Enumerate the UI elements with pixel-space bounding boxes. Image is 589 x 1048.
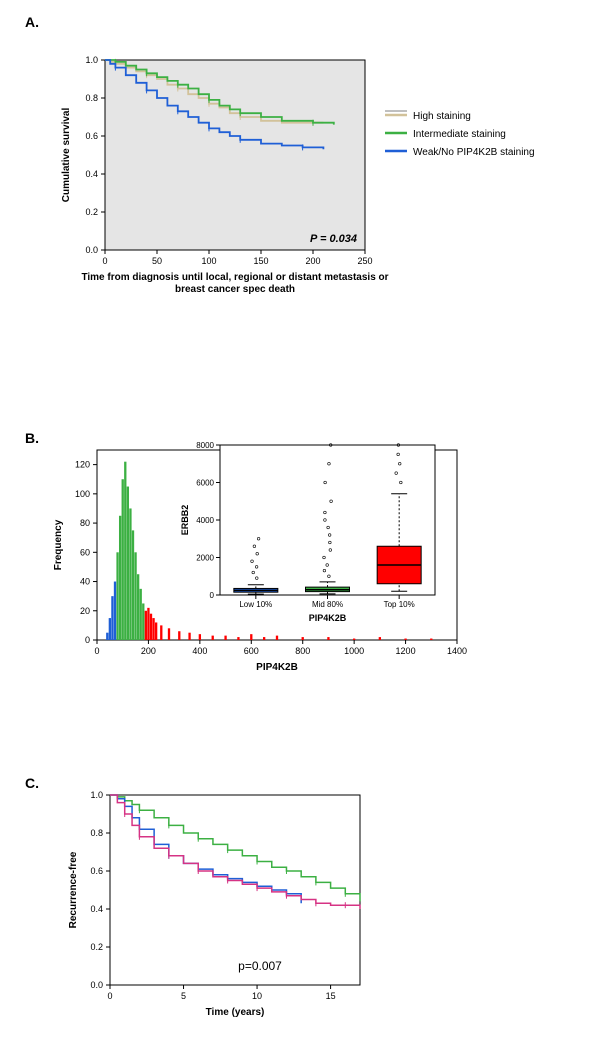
svg-text:0.8: 0.8 [90, 828, 103, 838]
figure-container: A. 0.00.20.40.60.81.0050100150200250Cumu… [0, 0, 589, 1048]
svg-text:ERBB2: ERBB2 [180, 505, 190, 536]
svg-text:200: 200 [141, 646, 156, 656]
svg-text:breast cancer spec death: breast cancer spec death [175, 284, 295, 295]
svg-text:60: 60 [80, 547, 90, 557]
svg-text:0.0: 0.0 [85, 245, 98, 255]
svg-text:Time (years): Time (years) [206, 1007, 265, 1018]
svg-text:0: 0 [94, 646, 99, 656]
svg-text:Frequency: Frequency [53, 519, 64, 570]
svg-text:600: 600 [244, 646, 259, 656]
svg-text:1400: 1400 [447, 646, 467, 656]
svg-text:0.4: 0.4 [85, 169, 98, 179]
svg-text:50: 50 [152, 256, 162, 266]
svg-text:PIP4K2B: PIP4K2B [256, 662, 298, 673]
svg-text:5: 5 [181, 991, 186, 1001]
svg-text:0.4: 0.4 [90, 904, 103, 914]
svg-text:20: 20 [80, 606, 90, 616]
svg-text:0: 0 [102, 256, 107, 266]
svg-text:6000: 6000 [196, 479, 214, 488]
svg-text:250: 250 [357, 256, 372, 266]
svg-text:P = 0.034: P = 0.034 [310, 233, 357, 245]
svg-text:150: 150 [253, 256, 268, 266]
svg-text:4000: 4000 [196, 516, 214, 525]
svg-text:p=0.007: p=0.007 [238, 959, 282, 973]
svg-text:Weak/No PIP4K2B staining: Weak/No PIP4K2B staining [413, 147, 535, 158]
svg-text:0.6: 0.6 [90, 866, 103, 876]
svg-text:0.2: 0.2 [90, 942, 103, 952]
svg-text:1000: 1000 [344, 646, 364, 656]
panel-label-b: B. [25, 430, 39, 446]
svg-text:10: 10 [252, 991, 262, 1001]
svg-text:15: 15 [326, 991, 336, 1001]
svg-text:100: 100 [201, 256, 216, 266]
svg-text:Recurrence-free: Recurrence-free [68, 851, 79, 928]
svg-text:High staining: High staining [413, 111, 471, 122]
svg-text:200: 200 [305, 256, 320, 266]
svg-text:1.0: 1.0 [85, 55, 98, 65]
panel-c-chart: 0.0 0.2 0.4 0.6 0.8 1.0 0 5 10 15 Recurrence-free T… [60, 785, 400, 1035]
svg-text:0: 0 [210, 591, 215, 600]
svg-text:400: 400 [192, 646, 207, 656]
svg-text:8000: 8000 [196, 441, 214, 450]
svg-text:2000: 2000 [196, 554, 214, 563]
panel-a-chart: 0.0 0.2 0.4 0.6 0.8 1.0 0 50 100 150 200 250 Cumulat… [55, 40, 575, 320]
svg-text:0: 0 [107, 991, 112, 1001]
svg-text:0.2: 0.2 [85, 207, 98, 217]
svg-text:Low 10%: Low 10% [239, 600, 272, 609]
svg-text:Intermediate staining: Intermediate staining [413, 129, 506, 140]
panel-label-c: C. [25, 775, 39, 791]
svg-text:Time from diagnosis until loca: Time from diagnosis until local, regiona… [81, 272, 388, 283]
svg-text:0.6: 0.6 [85, 131, 98, 141]
svg-text:1.0: 1.0 [90, 790, 103, 800]
svg-text:40: 40 [80, 577, 90, 587]
svg-text:Top 10%: Top 10% [384, 600, 415, 609]
svg-text:100: 100 [75, 489, 90, 499]
svg-text:1200: 1200 [396, 646, 416, 656]
panel-b-chart: 0204060801001200200400600800100012001400… [45, 430, 505, 700]
svg-text:PIP4K2B: PIP4K2B [309, 613, 347, 623]
svg-text:80: 80 [80, 518, 90, 528]
svg-text:0.0: 0.0 [90, 980, 103, 990]
svg-text:120: 120 [75, 460, 90, 470]
svg-text:Cumulative survival: Cumulative survival [61, 108, 72, 203]
svg-text:0.8: 0.8 [85, 93, 98, 103]
svg-text:0: 0 [85, 635, 90, 645]
svg-text:Mid 80%: Mid 80% [312, 600, 343, 609]
panel-label-a: A. [25, 14, 39, 30]
svg-text:800: 800 [295, 646, 310, 656]
